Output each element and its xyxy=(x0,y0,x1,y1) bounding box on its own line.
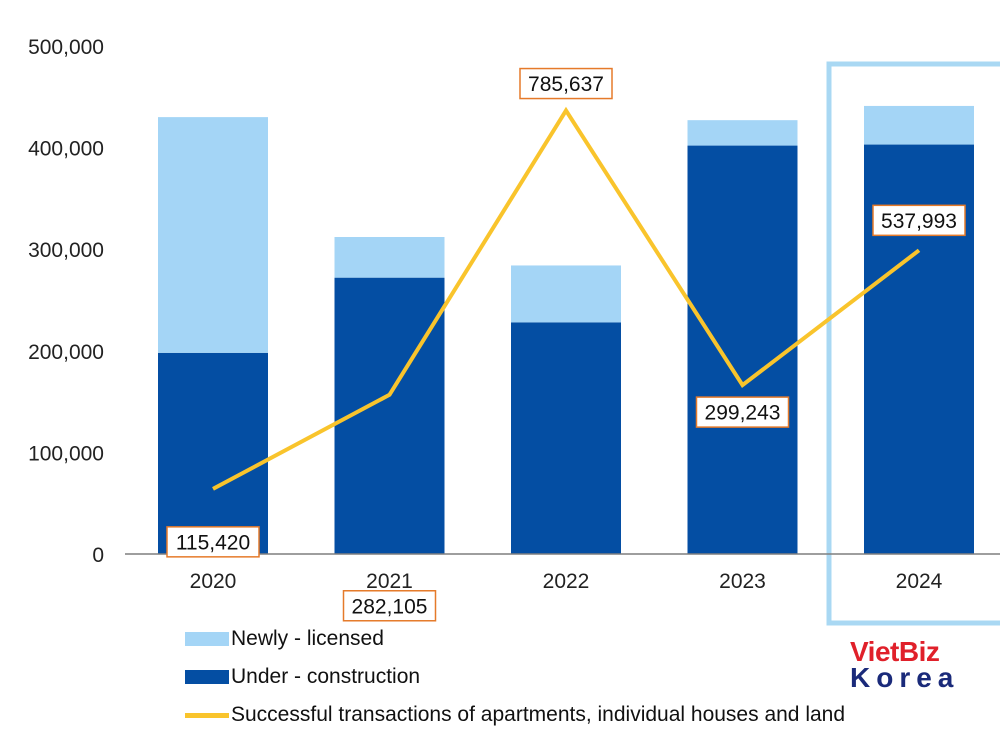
legend-item-newly-licensed: Newly - licensed xyxy=(185,620,845,658)
legend-swatch-under-construction xyxy=(185,670,229,684)
legend-item-under-construction: Under - construction xyxy=(185,658,845,696)
data-label-2024: 537,993 xyxy=(873,205,965,235)
legend-swatch-transactions xyxy=(185,713,229,718)
bar-newly-licensed-2021 xyxy=(335,237,445,278)
data-label-2022: 785,637 xyxy=(520,69,612,99)
legend: Newly - licensed Under - construction Su… xyxy=(185,620,845,734)
bar-under-construction-2022 xyxy=(511,322,621,554)
y-tick-label: 100,000 xyxy=(28,442,104,465)
bar-under-construction-2020 xyxy=(158,353,268,554)
legend-swatch-newly-licensed xyxy=(185,632,229,646)
legend-label-under-construction: Under - construction xyxy=(231,665,420,689)
bar-newly-licensed-2020 xyxy=(158,117,268,353)
data-label-text-2024: 537,993 xyxy=(881,210,957,233)
y-tick-label: 200,000 xyxy=(28,341,104,364)
watermark-bottom: Korea xyxy=(850,666,980,690)
y-tick-label: 0 xyxy=(92,544,104,567)
data-label-text-2020: 115,420 xyxy=(176,531,250,554)
data-label-2020: 115,420 xyxy=(167,527,259,557)
legend-label-transactions: Successful transactions of apartments, i… xyxy=(231,703,845,727)
legend-item-transactions: Successful transactions of apartments, i… xyxy=(185,696,845,734)
y-tick-label: 400,000 xyxy=(28,138,104,161)
x-tick-label-2024: 2024 xyxy=(896,570,943,593)
y-tick-label: 500,000 xyxy=(28,36,104,59)
data-label-text-2021: 282,105 xyxy=(352,595,428,618)
bar-newly-licensed-2023 xyxy=(688,120,798,145)
bar-newly-licensed-2022 xyxy=(511,265,621,322)
x-tick-label-2021: 2021 xyxy=(366,570,413,593)
y-tick-label: 300,000 xyxy=(28,239,104,262)
x-tick-label-2023: 2023 xyxy=(719,570,766,593)
data-label-text-2022: 785,637 xyxy=(528,73,604,96)
bar-newly-licensed-2024 xyxy=(864,106,974,145)
data-label-2023: 299,243 xyxy=(697,397,789,427)
data-label-2021: 282,105 xyxy=(344,591,436,621)
data-label-text-2023: 299,243 xyxy=(705,402,781,425)
x-tick-label-2020: 2020 xyxy=(190,570,237,593)
legend-label-newly-licensed: Newly - licensed xyxy=(231,627,384,651)
bar-under-construction-2023 xyxy=(688,146,798,554)
x-tick-label-2022: 2022 xyxy=(543,570,590,593)
watermark-logo: VietBiz Korea xyxy=(850,638,980,690)
